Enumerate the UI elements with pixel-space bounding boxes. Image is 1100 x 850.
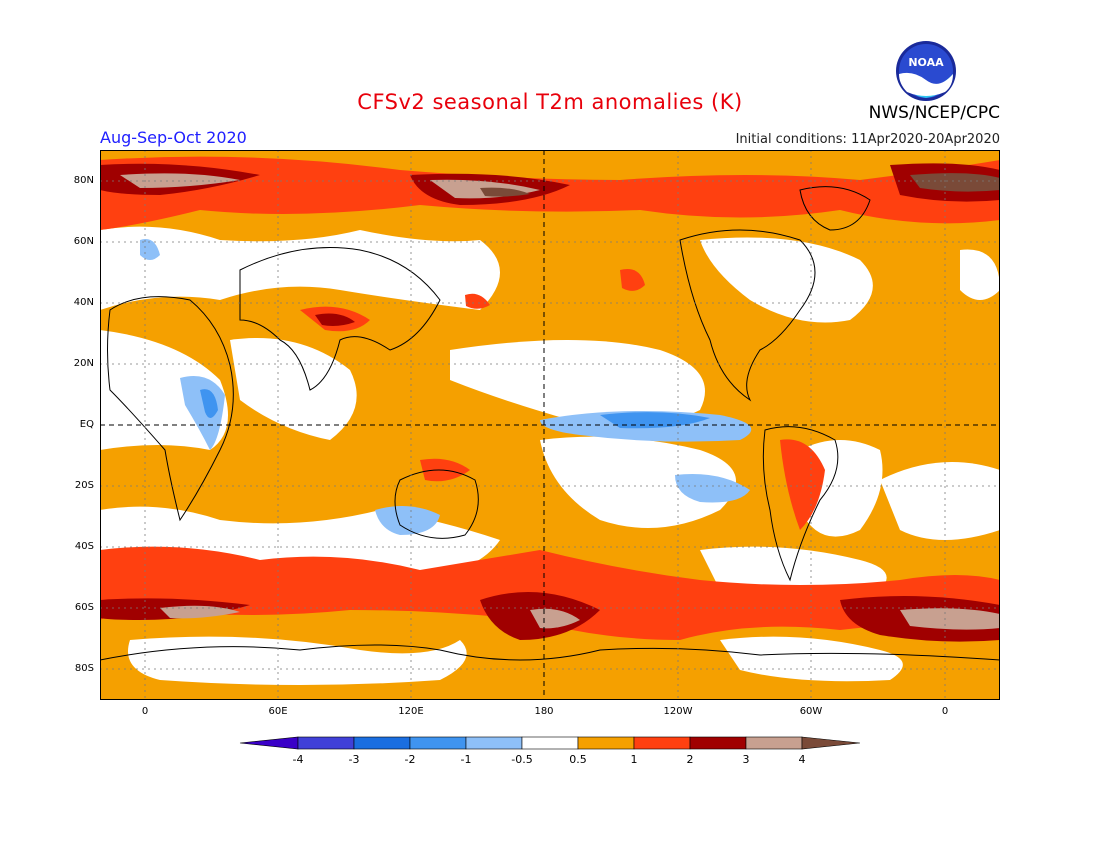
legend-arrow-high	[801, 736, 861, 750]
graticule	[100, 150, 1000, 700]
neutral-regions	[100, 226, 1000, 685]
legend-label: -0.5	[511, 753, 533, 766]
equator-dateline	[100, 150, 1000, 700]
lon-tick: 120W	[663, 706, 693, 717]
legend-swatch	[353, 736, 411, 750]
logo-text: NOAA	[908, 56, 944, 69]
warm-regions	[100, 156, 1000, 642]
legend-swatch	[409, 736, 467, 750]
legend-swatch	[521, 736, 579, 750]
lat-tick: 40S	[74, 541, 94, 552]
legend-label: 4	[798, 753, 806, 766]
lat-tick: 40N	[73, 297, 94, 308]
lon-tick: 60E	[268, 706, 288, 717]
lat-tick: 60N	[73, 236, 94, 247]
legend-label: 0.5	[569, 753, 587, 766]
color-legend	[239, 736, 861, 750]
legend-swatch	[297, 736, 355, 750]
chart-title: CFSv2 seasonal T2m anomalies (K)	[357, 90, 743, 114]
legend-label: 2	[686, 753, 694, 766]
lat-tick: 20S	[74, 480, 94, 491]
legend-arrow-low	[239, 736, 299, 750]
lon-tick: 0	[141, 706, 149, 717]
legend-label: 3	[742, 753, 750, 766]
legend-label: -1	[460, 753, 472, 766]
map-frame	[100, 150, 1000, 700]
legend-swatch	[633, 736, 691, 750]
legend-label: -3	[348, 753, 360, 766]
legend-label: -4	[292, 753, 304, 766]
legend-swatch	[745, 736, 803, 750]
lat-tick: 80N	[73, 175, 94, 186]
initial-conditions-label: Initial conditions: 11Apr2020-20Apr2020	[735, 132, 1000, 147]
anomaly-map	[100, 150, 1000, 700]
legend-label: -2	[404, 753, 416, 766]
legend-swatch	[465, 736, 523, 750]
season-label: Aug-Sep-Oct 2020	[100, 128, 247, 147]
lat-tick: 20N	[73, 358, 94, 369]
legend-label: 1	[630, 753, 638, 766]
noaa-logo: NOAA	[896, 41, 956, 101]
lat-tick: 60S	[74, 602, 94, 613]
lon-tick: 0	[941, 706, 949, 717]
coastlines	[100, 186, 1000, 661]
organization-label: NWS/NCEP/CPC	[868, 103, 1000, 123]
legend-swatch	[577, 736, 635, 750]
lon-tick: 180	[534, 706, 554, 717]
lon-tick: 120E	[398, 706, 424, 717]
lat-tick: 80S	[74, 663, 94, 674]
legend-swatch	[689, 736, 747, 750]
lat-tick: EQ	[79, 419, 94, 430]
lon-tick: 60W	[799, 706, 823, 717]
